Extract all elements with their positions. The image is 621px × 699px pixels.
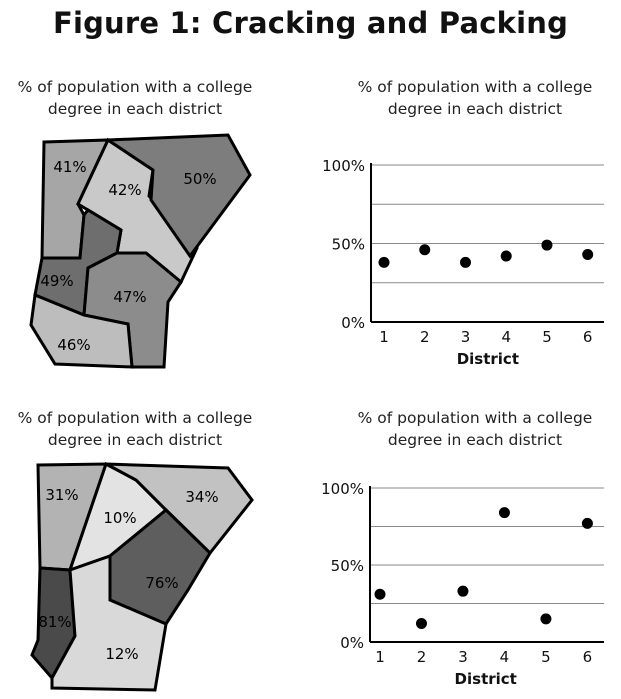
x-axis-label: District bbox=[455, 670, 517, 688]
data-point bbox=[419, 244, 431, 256]
y-tick-label: 50% bbox=[332, 236, 365, 254]
x-tick-label: 4 bbox=[501, 328, 511, 346]
district-6-label: 12% bbox=[105, 645, 138, 663]
x-tick-label: 6 bbox=[583, 328, 593, 346]
map-caption: % of population with a college degree in… bbox=[0, 76, 270, 120]
data-point bbox=[457, 585, 469, 597]
x-tick-label: 4 bbox=[500, 648, 510, 666]
data-point bbox=[415, 618, 427, 630]
district-5-label: 76% bbox=[145, 574, 178, 592]
x-tick-label: 5 bbox=[541, 648, 551, 666]
map-caption-line: % of population with a college bbox=[17, 409, 253, 427]
x-tick-label: 2 bbox=[420, 328, 430, 346]
district-6 bbox=[29, 292, 134, 369]
district-6-label: 46% bbox=[57, 336, 90, 354]
y-tick-label: 50% bbox=[331, 557, 364, 575]
y-tick-label: 0% bbox=[340, 634, 364, 652]
chart-title: % of population with a college degree in… bbox=[340, 407, 610, 451]
chart-title-line: % of population with a college bbox=[357, 409, 593, 427]
figure-title: Figure 1: Cracking and Packing bbox=[52, 6, 569, 40]
map-caption: % of population with a college degree in… bbox=[0, 407, 270, 451]
district-map-top: 41% 42% 50% 49% 47% 46% bbox=[29, 133, 252, 369]
district-2-label: 10% bbox=[103, 509, 136, 527]
data-point bbox=[582, 248, 594, 260]
district-1-label: 31% bbox=[45, 486, 78, 504]
map-caption-line: degree in each district bbox=[47, 431, 223, 449]
chart-title-line: % of population with a college bbox=[357, 78, 593, 96]
x-tick-label: 1 bbox=[375, 648, 385, 666]
x-tick-label: 5 bbox=[542, 328, 552, 346]
x-tick-label: 1 bbox=[379, 328, 389, 346]
x-tick-label: 2 bbox=[417, 648, 427, 666]
district-1-label: 41% bbox=[53, 158, 86, 176]
map-caption-line: degree in each district bbox=[47, 100, 223, 118]
chart-title-line: degree in each district bbox=[387, 100, 563, 118]
chart-title-line: degree in each district bbox=[387, 431, 563, 449]
y-tick-label: 0% bbox=[341, 314, 365, 332]
data-point bbox=[374, 588, 386, 600]
district-3 bbox=[103, 133, 252, 259]
district-4-label: 49% bbox=[40, 272, 73, 290]
data-point bbox=[500, 250, 512, 262]
data-point bbox=[541, 239, 553, 251]
data-point bbox=[378, 256, 390, 268]
x-tick-label: 3 bbox=[461, 328, 471, 346]
data-point bbox=[581, 517, 593, 529]
district-5 bbox=[82, 251, 183, 369]
x-tick-label: 3 bbox=[458, 648, 468, 666]
y-tick-label: 100% bbox=[321, 480, 364, 498]
y-tick-label: 100% bbox=[322, 157, 365, 175]
scatter-chart-bottom: 0% 50% 100% 1 2 3 4 5 6 District bbox=[321, 480, 604, 688]
x-tick-label: 6 bbox=[583, 648, 593, 666]
district-3-label: 34% bbox=[185, 488, 218, 506]
district-3-label: 50% bbox=[183, 170, 216, 188]
district-map-bottom: 31% 10% 34% 81% 76% 12% bbox=[30, 461, 254, 692]
data-point bbox=[498, 507, 510, 519]
district-5-label: 47% bbox=[113, 288, 146, 306]
data-point bbox=[459, 256, 471, 268]
x-axis-label: District bbox=[457, 350, 519, 368]
district-6 bbox=[50, 553, 168, 692]
map-caption-line: % of population with a college bbox=[17, 78, 253, 96]
district-4-label: 81% bbox=[38, 613, 71, 631]
district-2-label: 42% bbox=[108, 181, 141, 199]
scatter-chart-top: 0% 50% 100% 1 2 3 4 5 6 District bbox=[322, 157, 604, 368]
chart-title: % of population with a college degree in… bbox=[340, 76, 610, 120]
data-point bbox=[540, 613, 552, 625]
